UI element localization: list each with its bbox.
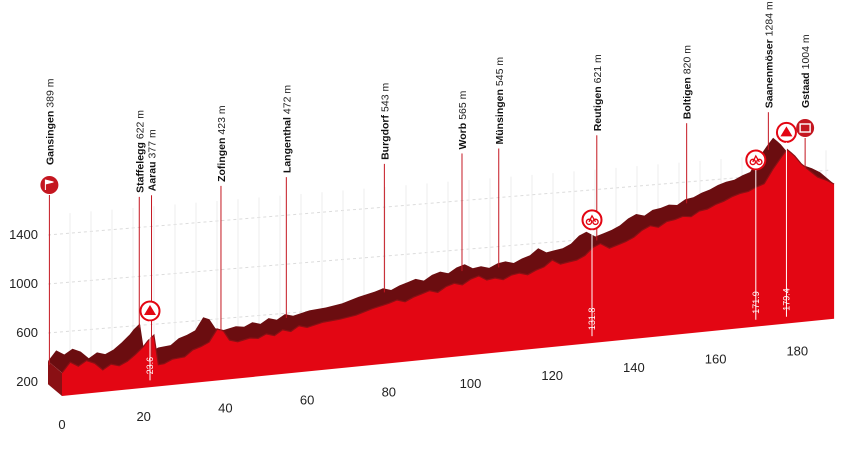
town-alt: 1004 m (800, 34, 812, 69)
town-alt: 543 m (379, 83, 391, 112)
town-name: Saanenmöser (763, 39, 775, 108)
town-alt: 1284 m (763, 1, 775, 36)
town-alt: 545 m (494, 57, 506, 86)
y-tick-label: 200 (16, 374, 38, 389)
marker-km-label: 179.4 (781, 288, 791, 311)
profile-ridge (48, 137, 835, 373)
profile-front (62, 149, 835, 396)
y-tick-label: 600 (16, 325, 38, 340)
town-label: Boltigen 820 m (682, 45, 694, 119)
town-alt: 389 m (44, 78, 56, 107)
finish-glyph (799, 123, 811, 133)
label-layer: Gansingen 389 m Staffelegg 622 m Aarau 377 m Z… (40, 1, 815, 194)
town-label: Worb 565 m (457, 90, 469, 149)
town-name: Aarau (147, 161, 159, 191)
town-name: Gstaad (800, 72, 812, 108)
town-label: Langenthal 472 m (281, 85, 293, 173)
marker-layer: 23.6 131.8 171.9 179.4 (139, 121, 797, 381)
start-flag-icon (40, 176, 59, 194)
profile-layer (48, 137, 835, 396)
town-alt: 377 m (147, 129, 159, 158)
town-alt: 621 m (592, 54, 604, 83)
town-label: Zofingen 423 m (216, 105, 228, 182)
x-tick-label: 40 (218, 401, 232, 416)
sprint-frame (752, 154, 760, 163)
x-tick-label: 0 (58, 417, 65, 432)
x-tick-label: 100 (460, 376, 482, 391)
finish-icon (796, 119, 815, 137)
town-name: Worb (457, 123, 469, 150)
profile-left-cap (48, 361, 62, 396)
town-label: Saanenmöser 1284 m (763, 1, 775, 108)
x-tick-label: 160 (705, 352, 727, 367)
y-tick-label: 1400 (9, 227, 38, 242)
town-alt: 622 m (134, 110, 146, 139)
town-alt: 472 m (281, 85, 293, 114)
town-label: Staffelegg 622 m (134, 110, 146, 193)
town-label: Reutigen 621 m (592, 54, 604, 131)
town-name: Münsingen (494, 89, 506, 144)
sprint-icon (745, 149, 767, 171)
town-name: Burgdorf (379, 114, 391, 159)
x-tick-label: 20 (136, 409, 150, 424)
marker-km-label: 23.6 (145, 357, 155, 375)
y-tick-label: 1000 (9, 276, 38, 291)
sprint-wheel (749, 158, 757, 166)
sprint-icon (581, 209, 603, 231)
climb-glyph (780, 126, 793, 137)
x-tick-label: 80 (382, 384, 396, 399)
town-label: Burgdorf 543 m (379, 83, 391, 160)
marker-km-label: 171.9 (751, 291, 761, 314)
profile-edge (61, 148, 835, 374)
town-label: Gansingen 389 m (44, 78, 56, 165)
sprint-frame (588, 214, 597, 223)
sprint-wheel (592, 218, 599, 226)
gridline-h (47, 169, 831, 236)
town-label: Gstaad 1004 m (800, 34, 812, 108)
town-name: Langenthal (281, 117, 293, 173)
gridline-h (47, 218, 831, 285)
axis-layer: 0 20 40 60 80 100 120 140 160 180 200 600 1000 1400 (9, 227, 808, 432)
flag-glyph (44, 179, 54, 190)
town-alt: 565 m (457, 90, 469, 119)
x-tick-label: 60 (300, 392, 314, 407)
town-name: Reutigen (592, 86, 604, 131)
town-label: Aarau 377 m (147, 129, 159, 191)
town-label: Münsingen 545 m (494, 57, 506, 145)
sprint-wheel (585, 218, 593, 226)
town-name: Boltigen (682, 77, 694, 119)
climb-glyph (144, 304, 157, 315)
pole-layer (48, 112, 806, 366)
town-name: Zofingen (216, 138, 228, 182)
town-name: Gansingen (44, 111, 56, 165)
town-alt: 820 m (682, 45, 694, 74)
sprint-wheel (756, 158, 763, 166)
marker-km-label: 131.8 (587, 308, 597, 331)
x-tick-label: 120 (541, 368, 563, 383)
x-tick-label: 180 (786, 343, 808, 358)
town-alt: 423 m (216, 105, 228, 134)
town-name: Staffelegg (134, 142, 146, 193)
x-tick-label: 140 (623, 360, 645, 375)
